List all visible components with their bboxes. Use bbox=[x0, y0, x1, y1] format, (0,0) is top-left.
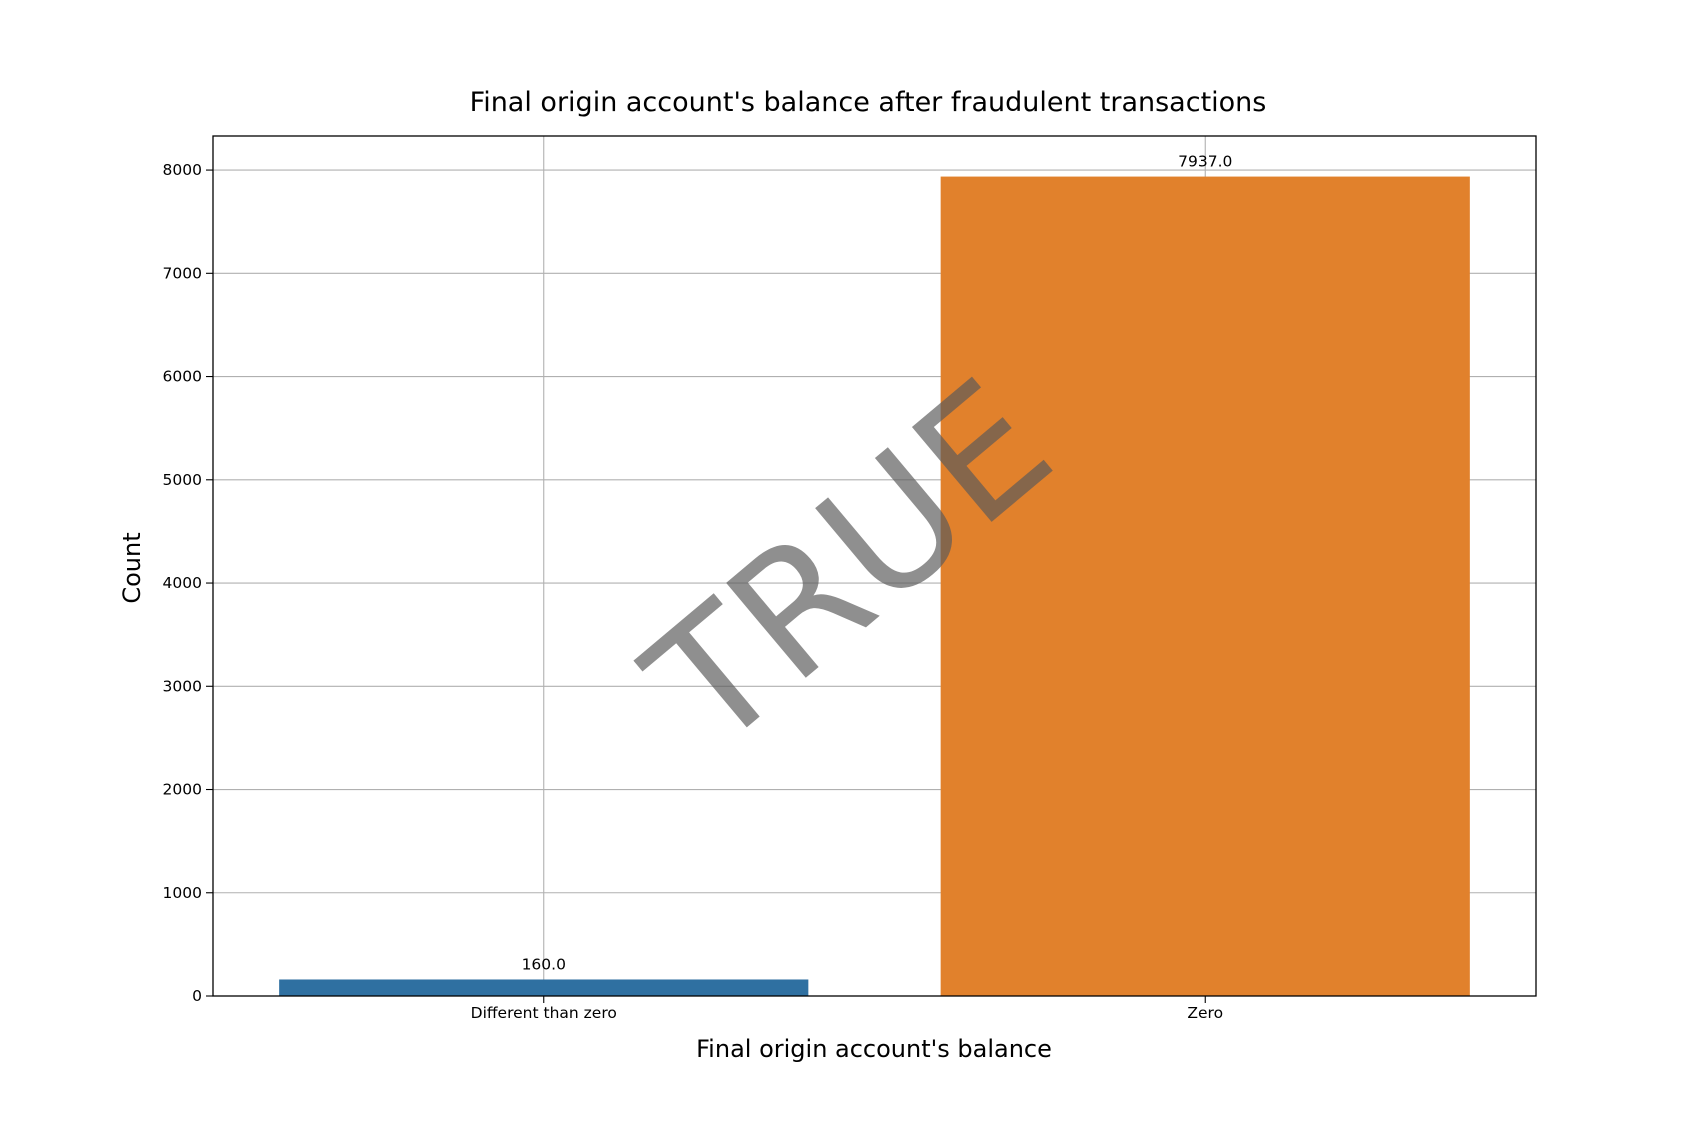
chart-title: Final origin account's balance after fra… bbox=[470, 87, 1267, 118]
y-tick-label: 2000 bbox=[163, 781, 202, 799]
data-labels: 160.0 7937.0 bbox=[522, 153, 1233, 974]
ticks: 0 1000 2000 3000 4000 5000 6000 7000 8000 Differe… bbox=[163, 161, 1224, 1022]
y-tick-label: 7000 bbox=[163, 264, 202, 282]
data-label: 7937.0 bbox=[1178, 153, 1232, 171]
y-tick-label: 4000 bbox=[163, 574, 202, 592]
y-tick-label: 6000 bbox=[163, 368, 202, 386]
bar bbox=[940, 176, 1470, 996]
y-tick-label: 5000 bbox=[163, 471, 202, 489]
x-tick-label: Different than zero bbox=[471, 1004, 617, 1022]
y-tick-label: 8000 bbox=[163, 161, 202, 179]
y-axis-label: Count bbox=[118, 532, 146, 603]
y-tick-label: 1000 bbox=[163, 884, 202, 902]
x-tick-label: Zero bbox=[1187, 1004, 1223, 1022]
plot-frame bbox=[212, 135, 1537, 997]
data-label: 160.0 bbox=[522, 955, 566, 973]
bars bbox=[279, 176, 1470, 996]
x-axis-label: Final origin account's balance bbox=[696, 1035, 1052, 1063]
bar bbox=[279, 979, 809, 996]
y-tick-label: 0 bbox=[192, 987, 202, 1005]
y-tick-label: 3000 bbox=[163, 677, 202, 695]
